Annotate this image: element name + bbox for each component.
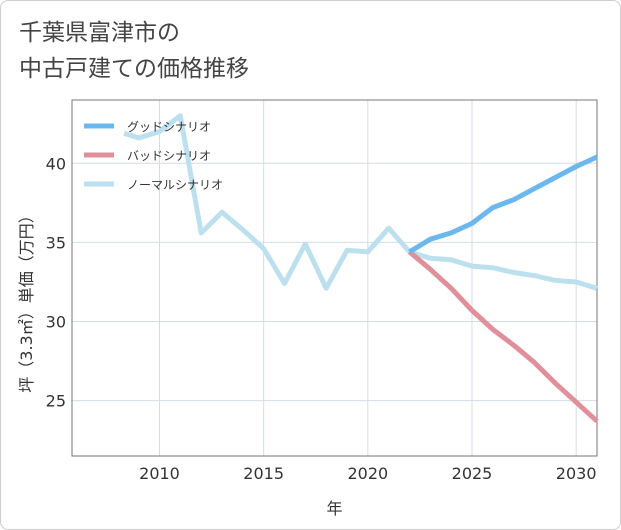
x-tick-label: 2020 bbox=[347, 464, 388, 483]
x-tick-label: 2025 bbox=[452, 464, 493, 483]
plot-frame bbox=[71, 99, 598, 457]
series-line-0 bbox=[408, 154, 599, 255]
x-tick-label: 2030 bbox=[556, 464, 597, 483]
legend-label-2: ノーマルシナリオ bbox=[127, 178, 223, 192]
x-tick-label: 2015 bbox=[243, 464, 284, 483]
chart-title-line-2: 中古戸建ての価格推移 bbox=[19, 56, 249, 82]
chart-title: 千葉県富津市の 中古戸建ての価格推移 bbox=[19, 15, 579, 87]
tick-labels: 2010 2015 2020 2025 2030 25 30 35 40 bbox=[46, 154, 597, 483]
x-axis-label: 年 bbox=[326, 499, 342, 518]
series-layer bbox=[123, 113, 599, 424]
y-axis-label: 坪（3.3㎡）単価（万円） bbox=[17, 207, 36, 392]
grid bbox=[72, 100, 597, 456]
series-line-1 bbox=[407, 249, 599, 424]
y-tick-label: 35 bbox=[46, 233, 66, 252]
chart-title-line-1: 千葉県富津市の bbox=[19, 20, 180, 46]
y-tick-label: 40 bbox=[46, 154, 66, 173]
series-line-2 bbox=[123, 113, 598, 291]
y-tick-label: 30 bbox=[46, 313, 66, 332]
legend-label-1: バッドシナリオ bbox=[127, 149, 211, 163]
legend-label-0: グッドシナリオ bbox=[127, 120, 211, 134]
x-tick-label: 2010 bbox=[139, 464, 180, 483]
y-tick-label: 25 bbox=[46, 392, 66, 411]
